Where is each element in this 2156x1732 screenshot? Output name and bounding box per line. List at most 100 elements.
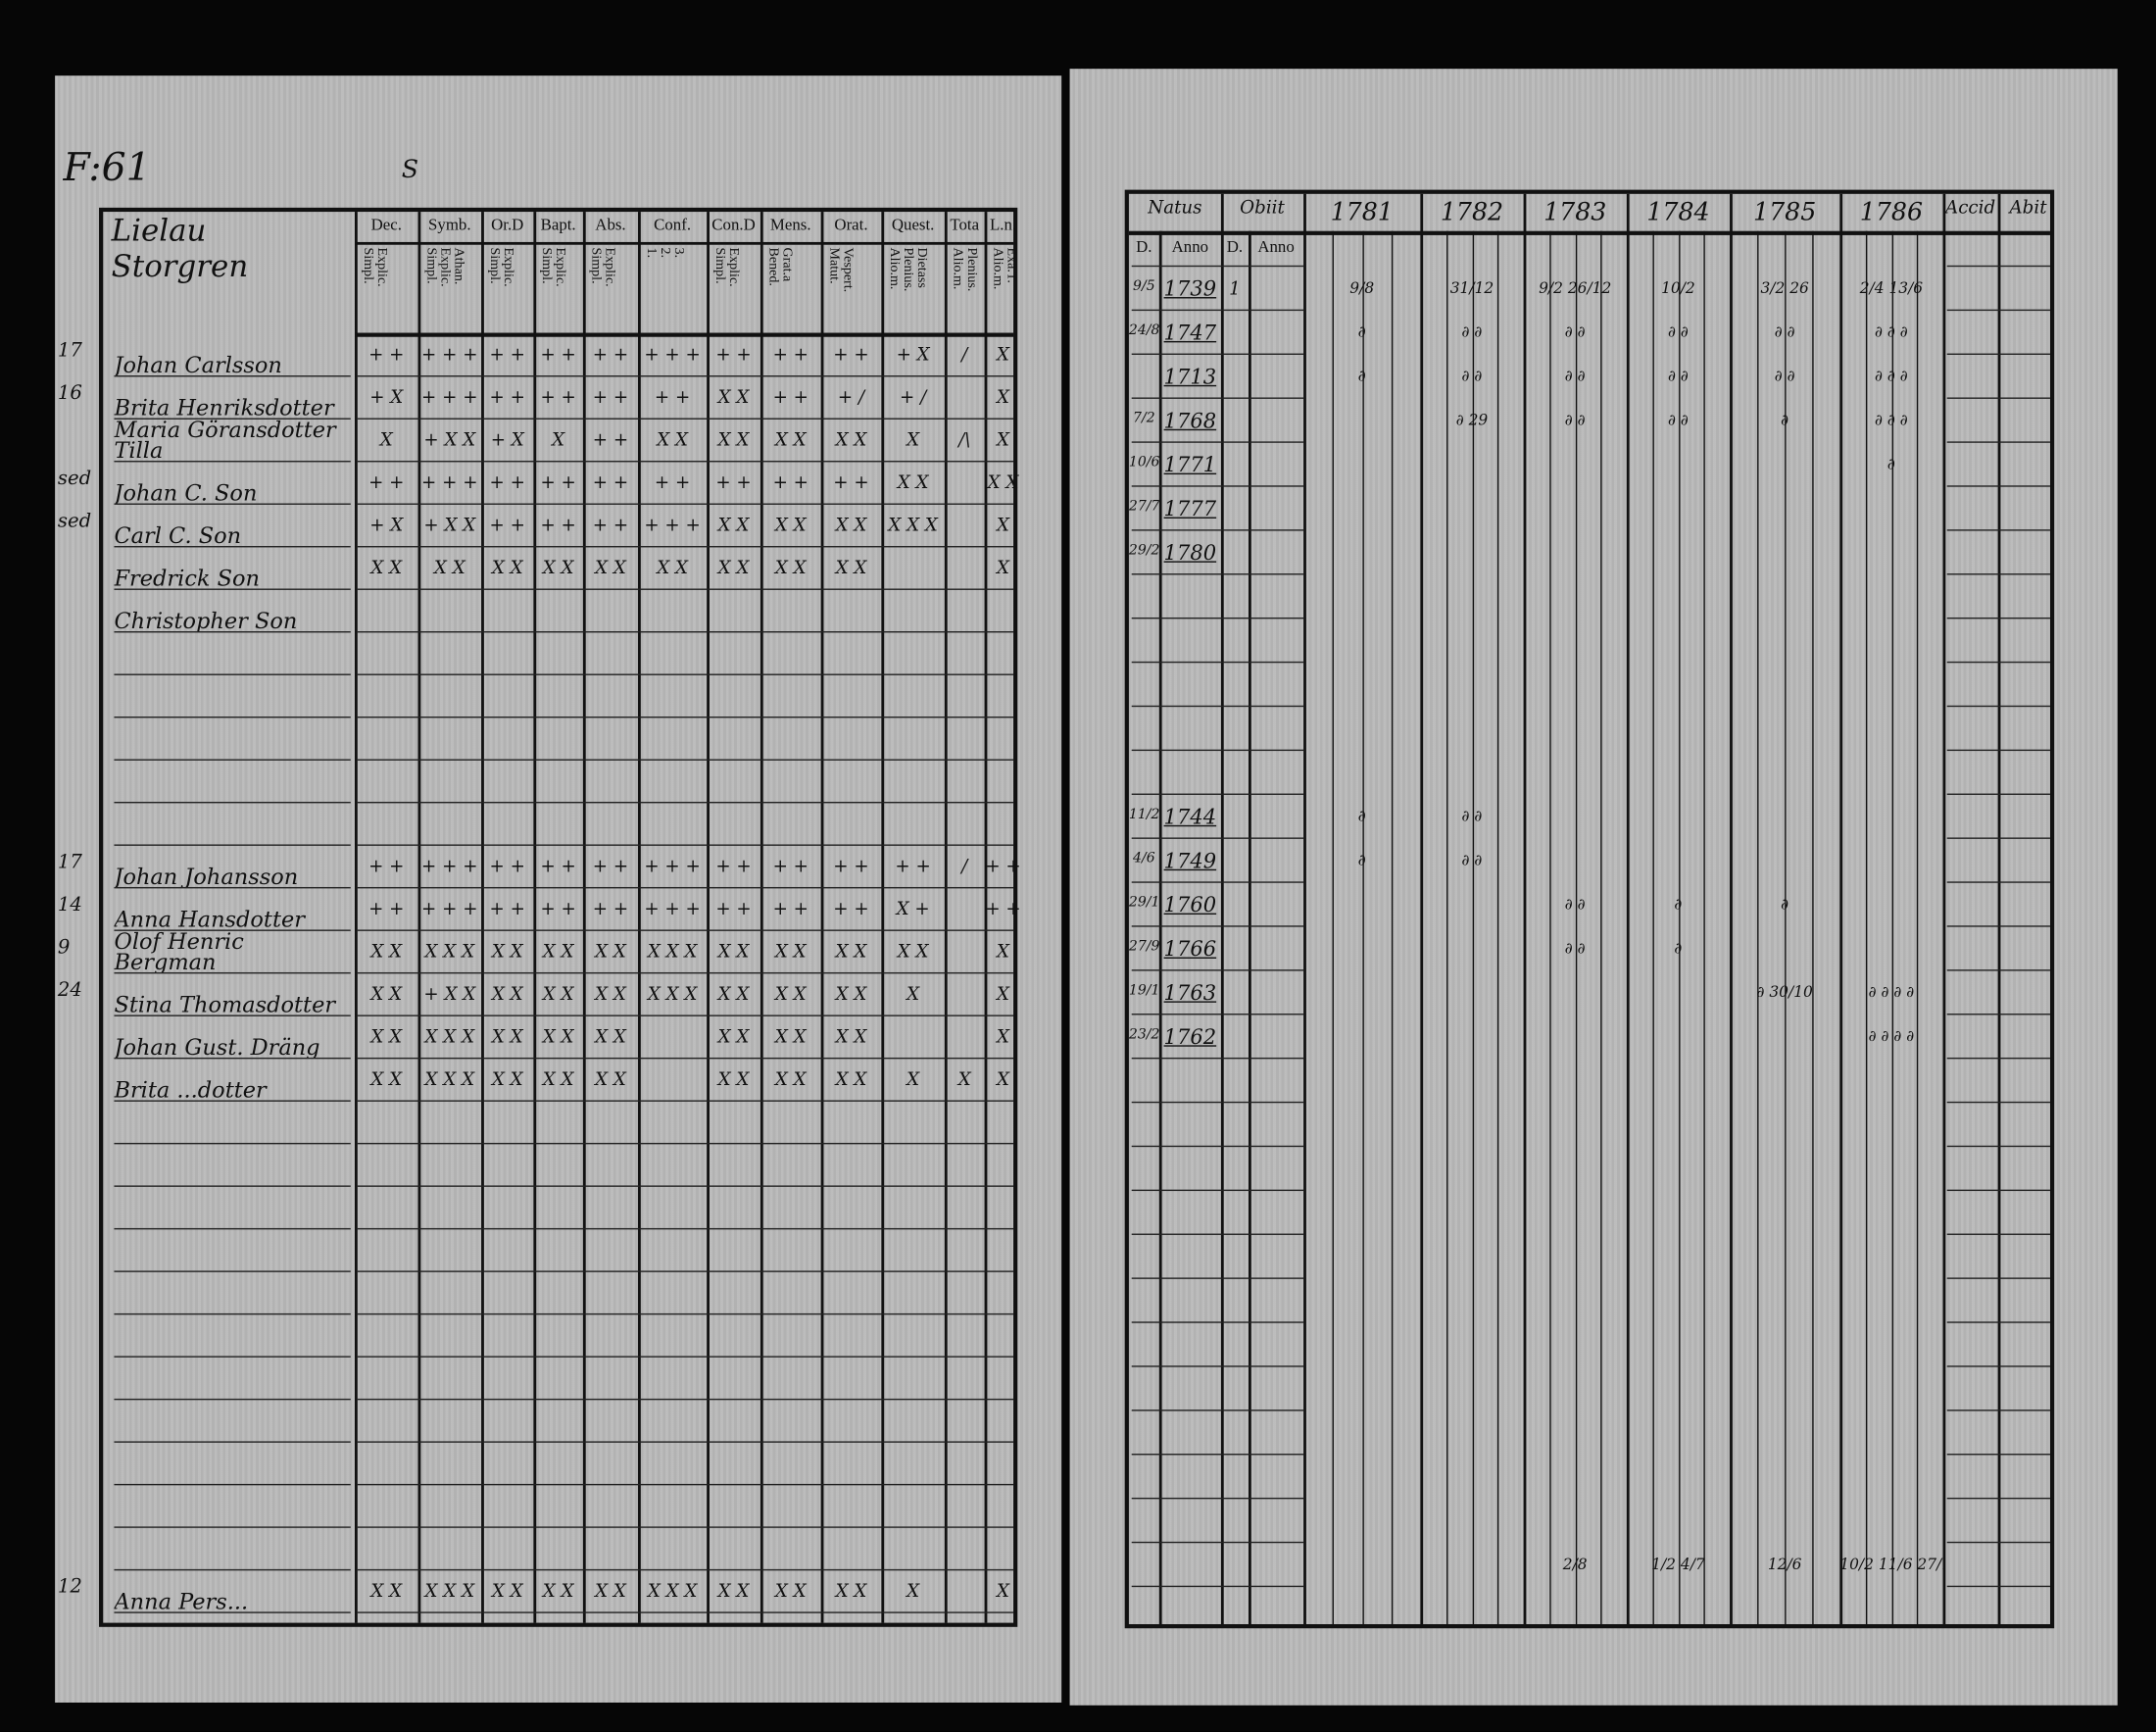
exam-mark: X X [717,1069,750,1091]
person-name: Carl C. Son [114,522,242,547]
column-divider [1248,230,1251,1625]
row-rule [1946,485,2050,487]
column-subheader: Plenius. Alio.m. [950,247,979,292]
person-name: Anna Hansdotter [114,906,305,930]
exam-mark: + + [540,857,576,878]
row-rule [357,1568,1014,1571]
column-header: Mens. [769,214,811,234]
row-rule [114,886,351,889]
column-divider [1523,193,1527,1625]
exam-mark: X X [774,984,807,1006]
attendance-mark: ∂ ∂ [1774,367,1795,385]
column-header: 1785 [1753,198,1817,227]
attendance-mark: ∂ 29 [1455,411,1489,429]
exam-mark: + + + [644,516,701,537]
exam-mark: X X [987,472,1019,494]
year-subcolumn-line [1472,230,1475,1625]
column-header: Con.D [711,214,756,234]
exam-mark: X X [774,1581,807,1603]
row-rule [1131,1497,1304,1500]
column-header: Conf. [654,214,692,234]
attendance-mark: ∂ ∂ [1667,411,1689,429]
exam-mark: + + [715,472,752,494]
exam-mark: + + [772,857,808,878]
row-rule [357,1312,1014,1315]
year-subcolumn-line [1332,230,1334,1625]
column-header: Natus [1148,198,1202,220]
row-rule [1946,1189,2050,1192]
exam-mark: + + + [421,345,478,367]
column-divider [1220,193,1224,1625]
row-rule [1946,353,2050,355]
exam-mark: X X [595,1581,626,1603]
exam-mark: X X [774,942,807,964]
attendance-mark: ∂ ∂ [1667,322,1689,341]
row-rule [1131,353,1304,355]
person-name: Johan C. Son [114,479,258,504]
attendance-mark: 10/2 11/6 27/10 [1839,1555,1942,1574]
exam-mark: + + [833,345,869,367]
year-subcolumn-line [1600,230,1602,1625]
margin-note: 14 [57,893,82,916]
exam-mark: + + [833,857,869,878]
row-rule [1131,837,1304,839]
exam-mark: + + [489,472,525,494]
attendance-mark: 9/2 26/12 [1539,278,1612,298]
row-rule [357,1526,1014,1528]
birth-year: 1739 [1163,276,1217,302]
birth-day: 29/2 [1128,543,1159,559]
birth-day: 7/2 [1133,411,1155,426]
row-rule [1946,1101,2050,1104]
exam-mark: + + [368,857,405,878]
row-rule [114,673,351,675]
exam-mark: + / [837,387,865,409]
margin-note: sed [57,510,92,532]
exam-mark: + X [369,387,404,409]
row-rule [1131,309,1304,312]
row-rule [357,886,1014,889]
exam-mark: X X [717,984,750,1006]
margin-notes: 17 16 sed sed 17 14 9 24 12 [55,75,99,1703]
row-rule [114,1227,351,1230]
exam-mark: X X [717,942,750,964]
row-rule [1131,1101,1304,1104]
column-divider [533,212,537,1623]
exam-mark: X X X [647,942,698,964]
exam-mark: /\ [958,430,971,452]
row-rule [1131,661,1304,664]
header-divider [354,332,1014,337]
row-rule [114,1611,351,1613]
exam-mark: + + [592,899,629,920]
exam-mark: + + [592,345,629,367]
margin-note: 16 [57,382,82,405]
death-day: 1 [1229,278,1241,300]
exam-mark: + / [900,387,927,409]
row-rule [114,546,351,548]
row-rule [357,971,1014,974]
column-divider [481,212,484,1623]
row-rule [357,759,1014,761]
attendance-mark: ∂ [1357,367,1366,385]
attendance-mark: ∂ ∂ [1564,411,1586,429]
row-rule [1131,925,1304,927]
row-rule [1131,1277,1304,1279]
birth-day: 19/12 [1128,983,1159,999]
column-header: Symb. [428,214,471,234]
row-rule [1131,793,1304,795]
row-rule [1946,749,2050,752]
attendance-mark: ∂ ∂ ∂ [1875,367,1908,385]
birth-year: 1744 [1163,804,1217,830]
exam-mark: + + [592,857,629,878]
exam-mark: X X [657,558,688,579]
attendance-mark: ∂ ∂ ∂ [1875,411,1908,429]
exam-mark: + + [833,472,869,494]
row-rule [114,1100,351,1102]
exam-mark: + + [489,899,525,920]
exam-mark: X X X [424,1069,475,1091]
row-rule [114,1142,351,1145]
exam-mark: X [997,1581,1010,1603]
birth-year: 1762 [1163,1024,1217,1050]
person-name: Stina Thomasdotter [114,991,336,1015]
person-name: Johan Gust. Dräng [114,1034,320,1058]
row-rule [114,971,351,974]
